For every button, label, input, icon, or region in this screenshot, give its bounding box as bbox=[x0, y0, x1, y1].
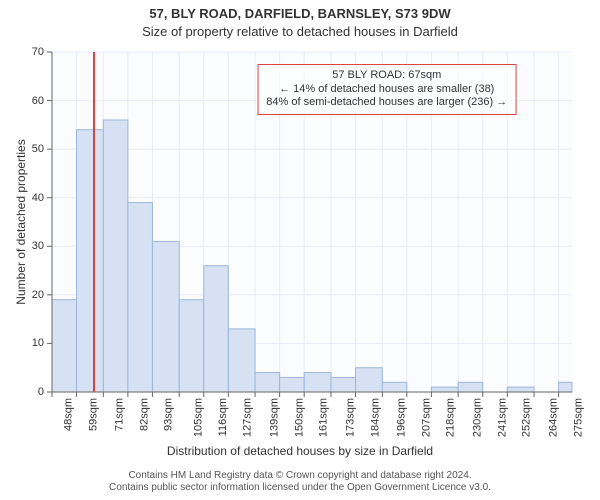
histogram-bar bbox=[382, 382, 407, 392]
x-tick-label: 82sqm bbox=[138, 398, 150, 431]
y-tick-label: 20 bbox=[32, 289, 44, 301]
y-axis-label: Number of detached properties bbox=[14, 52, 28, 392]
annotation-line-2: ← 14% of detached houses are smaller (38… bbox=[266, 83, 507, 97]
x-tick-label: 71sqm bbox=[114, 398, 126, 431]
x-tick-label: 161sqm bbox=[318, 398, 330, 437]
histogram-bar bbox=[179, 300, 204, 392]
x-tick-label: 196sqm bbox=[396, 398, 408, 437]
y-tick-label: 60 bbox=[32, 95, 44, 107]
x-tick-label: 184sqm bbox=[369, 398, 381, 437]
attribution-line-2: Contains public sector information licen… bbox=[0, 482, 600, 494]
x-tick-label: 230sqm bbox=[472, 398, 484, 437]
histogram-plot: 57 BLY ROAD: 67sqm ← 14% of detached hou… bbox=[52, 52, 572, 392]
y-tick-label: 70 bbox=[32, 46, 44, 58]
x-tick-label: 275sqm bbox=[572, 398, 584, 437]
x-tick-label: 116sqm bbox=[217, 398, 229, 436]
histogram-bar bbox=[458, 382, 483, 392]
y-tick-label: 10 bbox=[32, 337, 44, 349]
histogram-bar bbox=[356, 368, 383, 392]
attribution-line-1: Contains HM Land Registry data © Crown c… bbox=[0, 470, 600, 482]
histogram-bar bbox=[77, 130, 104, 392]
histogram-bar bbox=[304, 373, 331, 392]
histogram-bar bbox=[152, 241, 179, 392]
histogram-bar bbox=[431, 387, 458, 392]
y-tick-label: 30 bbox=[32, 240, 44, 252]
histogram-bar bbox=[559, 382, 572, 392]
histogram-bar bbox=[331, 377, 356, 392]
histogram-bar bbox=[103, 120, 128, 392]
x-tick-label: 241sqm bbox=[496, 398, 508, 437]
marker-line bbox=[93, 52, 95, 392]
attribution: Contains HM Land Registry data © Crown c… bbox=[0, 470, 600, 494]
histogram-bar bbox=[52, 300, 77, 392]
annotation-line-1: 57 BLY ROAD: 67sqm bbox=[266, 69, 507, 83]
y-tick-label: 0 bbox=[38, 386, 44, 398]
histogram-bar bbox=[128, 203, 153, 392]
y-tick-label: 50 bbox=[32, 143, 44, 155]
chart-subtitle: Size of property relative to detached ho… bbox=[0, 24, 600, 39]
x-tick-label: 218sqm bbox=[445, 398, 457, 437]
histogram-bar bbox=[228, 329, 255, 392]
x-tick-label: 207sqm bbox=[420, 398, 432, 437]
x-tick-label: 59sqm bbox=[87, 398, 99, 431]
x-tick-label: 48sqm bbox=[63, 398, 75, 431]
x-tick-label: 139sqm bbox=[269, 398, 281, 437]
x-tick-label: 127sqm bbox=[242, 398, 254, 437]
x-tick-label: 93sqm bbox=[163, 398, 175, 431]
x-tick-label: 105sqm bbox=[193, 398, 205, 437]
x-tick-label: 150sqm bbox=[293, 398, 305, 437]
histogram-bar bbox=[255, 373, 280, 392]
histogram-bar bbox=[280, 377, 305, 392]
annotation-box: 57 BLY ROAD: 67sqm ← 14% of detached hou… bbox=[257, 64, 516, 115]
page-title: 57, BLY ROAD, DARFIELD, BARNSLEY, S73 9D… bbox=[0, 6, 600, 21]
x-tick-label: 173sqm bbox=[345, 398, 357, 437]
x-tick-label: 252sqm bbox=[521, 398, 533, 437]
y-tick-label: 40 bbox=[32, 192, 44, 204]
x-axis-label: Distribution of detached houses by size … bbox=[0, 444, 600, 458]
histogram-bar bbox=[204, 266, 229, 392]
histogram-bar bbox=[507, 387, 534, 392]
annotation-line-3: 84% of semi-detached houses are larger (… bbox=[266, 96, 507, 110]
x-tick-label: 264sqm bbox=[548, 398, 560, 437]
